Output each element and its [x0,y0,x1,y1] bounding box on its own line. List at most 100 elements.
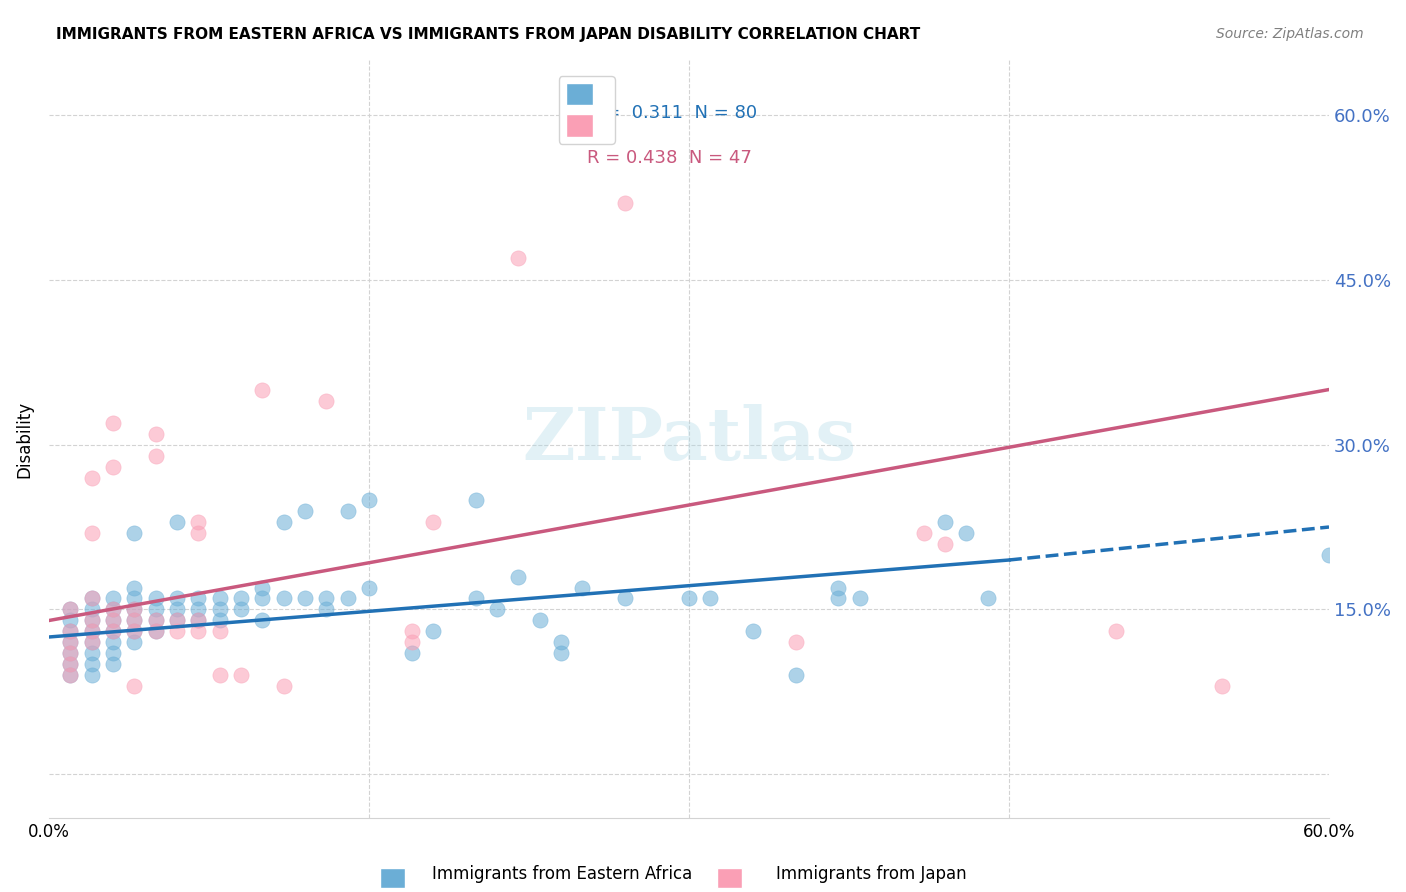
Point [101,459,124,474]
Point [187,525,209,540]
Point [145,614,167,628]
Point [59,635,82,649]
Point [145,449,167,463]
Point [401,624,423,639]
Point [124,525,146,540]
Point [252,581,274,595]
Point [80,470,103,484]
Point [101,602,124,616]
Point [80,614,103,628]
Point [101,647,124,661]
Point [166,614,188,628]
Text: R = 0.438  N = 47: R = 0.438 N = 47 [586,149,751,168]
Point [422,624,444,639]
Point [294,591,316,606]
Point [1317,548,1340,562]
Point [785,668,807,682]
Point [145,591,167,606]
Point [229,668,252,682]
Point [1105,624,1128,639]
Point [166,515,188,529]
Point [208,614,231,628]
Point [827,591,849,606]
Point [699,591,721,606]
Point [208,602,231,616]
Point [59,657,82,672]
Point [101,614,124,628]
Point [464,492,486,507]
Point [315,602,337,616]
Point [934,536,956,550]
Point [59,602,82,616]
Point [59,657,82,672]
Point [229,591,252,606]
Point [955,525,977,540]
Point [571,581,593,595]
Point [101,602,124,616]
Point [124,624,146,639]
Point [273,591,295,606]
Point [273,680,295,694]
Point [101,416,124,430]
Point [827,581,849,595]
Point [80,591,103,606]
Point [166,624,188,639]
Text: R =  0.311  N = 80: R = 0.311 N = 80 [586,103,756,121]
Point [187,515,209,529]
Point [59,614,82,628]
Point [336,503,359,517]
Point [187,614,209,628]
Point [785,635,807,649]
Point [101,624,124,639]
Point [187,624,209,639]
Point [252,383,274,397]
Point [614,195,637,210]
Point [59,647,82,661]
Point [101,591,124,606]
Point [80,614,103,628]
Point [166,591,188,606]
Point [124,614,146,628]
Point [145,602,167,616]
Point [80,624,103,639]
Point [80,525,103,540]
Point [273,515,295,529]
Point [912,525,935,540]
Text: ZIPatlas: ZIPatlas [522,403,856,475]
Point [508,251,530,265]
Point [145,426,167,441]
Point [59,668,82,682]
Point [934,515,956,529]
Point [187,591,209,606]
Point [80,591,103,606]
Point [80,647,103,661]
Point [80,657,103,672]
Point [422,515,444,529]
Point [59,635,82,649]
Point [101,635,124,649]
Point [124,591,146,606]
Point [59,624,82,639]
Point [101,657,124,672]
Point [59,668,82,682]
Point [80,635,103,649]
Point [678,591,700,606]
Point [208,668,231,682]
Point [357,581,380,595]
Point [357,492,380,507]
Point [59,624,82,639]
Point [508,569,530,583]
Point [59,602,82,616]
Point [336,591,359,606]
Point [80,635,103,649]
Point [315,591,337,606]
Legend: , : , [558,76,614,144]
Point [848,591,870,606]
Point [166,614,188,628]
Point [80,602,103,616]
Text: Source: ZipAtlas.com: Source: ZipAtlas.com [1216,27,1364,41]
Point [252,591,274,606]
Point [401,647,423,661]
Point [101,614,124,628]
Point [208,591,231,606]
